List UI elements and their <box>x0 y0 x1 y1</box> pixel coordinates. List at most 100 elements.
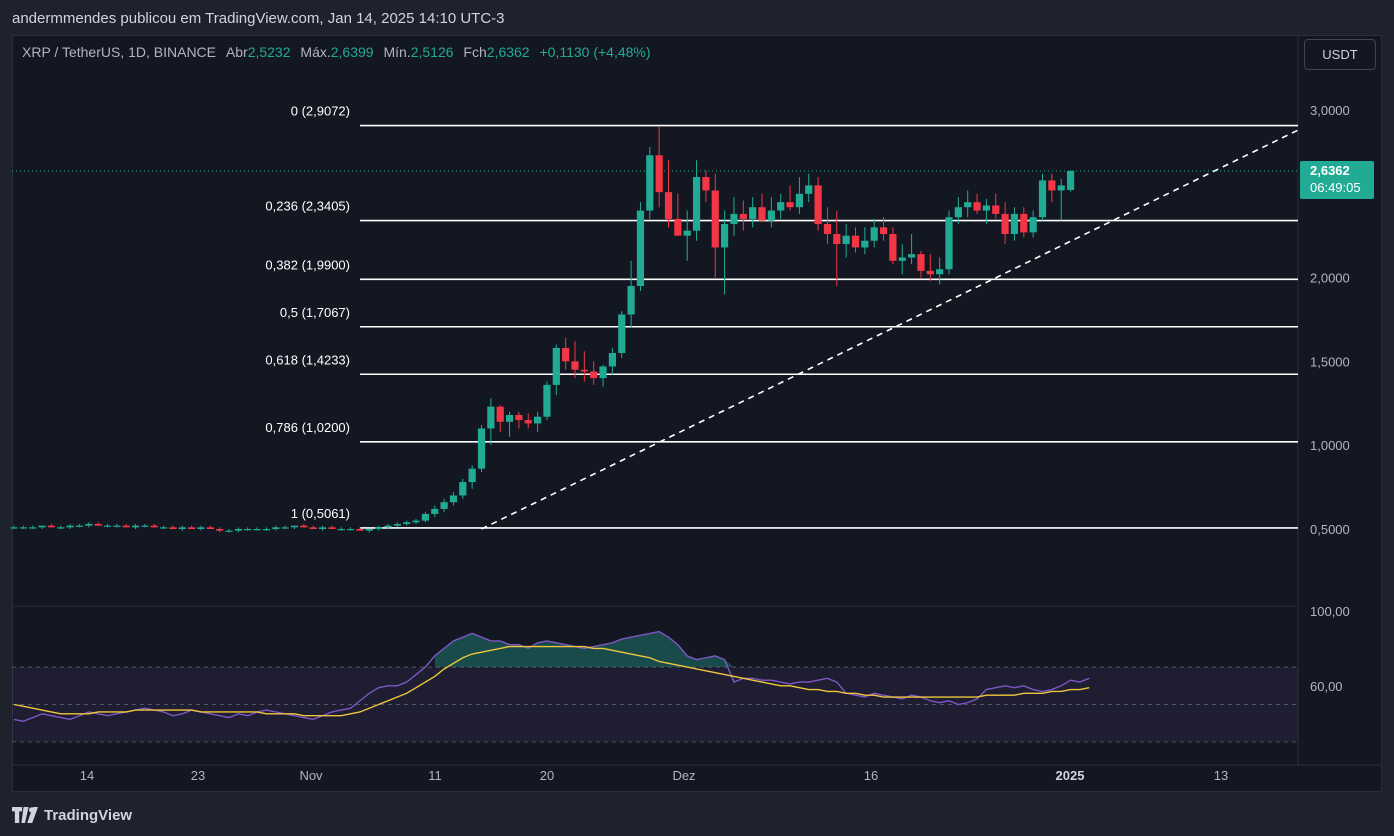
candle-body[interactable] <box>309 527 317 529</box>
candle-body[interactable] <box>954 207 962 218</box>
candle-body[interactable] <box>926 270 934 275</box>
candle-body[interactable] <box>1001 213 1009 235</box>
candle-body[interactable] <box>898 257 906 261</box>
candle-body[interactable] <box>431 508 439 514</box>
candle-body[interactable] <box>496 406 504 422</box>
candle-body[interactable] <box>524 420 532 424</box>
candle-body[interactable] <box>842 235 850 245</box>
candle-body[interactable] <box>917 254 925 271</box>
candle-body[interactable] <box>122 525 130 528</box>
candle-body[interactable] <box>851 235 860 248</box>
candle-body[interactable] <box>421 513 429 521</box>
candle-body[interactable] <box>599 366 607 379</box>
candle-body[interactable] <box>964 202 972 208</box>
candle-body[interactable] <box>178 527 186 529</box>
candle-body[interactable] <box>85 523 93 526</box>
candle-body[interactable] <box>1010 213 1019 235</box>
candle-body[interactable] <box>908 254 916 258</box>
candle-body[interactable] <box>674 218 682 236</box>
candle-body[interactable] <box>300 525 308 528</box>
candle-body[interactable] <box>94 523 102 526</box>
candle-body[interactable] <box>66 525 74 528</box>
candle-body[interactable] <box>19 527 27 529</box>
candle-body[interactable] <box>262 529 271 531</box>
candle-body[interactable] <box>216 529 224 531</box>
candle-body[interactable] <box>160 527 168 529</box>
candle-body[interactable] <box>487 406 495 429</box>
candle-body[interactable] <box>655 155 663 193</box>
candle-body[interactable] <box>337 529 345 531</box>
candle-body[interactable] <box>103 525 112 527</box>
candle-body[interactable] <box>627 285 635 315</box>
candle-body[interactable] <box>879 227 888 235</box>
candle-body[interactable] <box>889 234 897 261</box>
candle-body[interactable] <box>281 527 289 529</box>
candle-body[interactable] <box>328 527 336 529</box>
candle-body[interactable] <box>973 202 981 211</box>
candle-body[interactable] <box>188 527 196 529</box>
candle-body[interactable] <box>169 527 177 529</box>
candle-body[interactable] <box>141 525 149 527</box>
candle-body[interactable] <box>702 177 710 191</box>
candle-body[interactable] <box>375 527 383 529</box>
candle-body[interactable] <box>449 495 458 503</box>
candle-body[interactable] <box>318 527 327 529</box>
candle-body[interactable] <box>113 525 121 527</box>
candle-body[interactable] <box>608 353 616 367</box>
candle-body[interactable] <box>767 210 775 221</box>
candle-body[interactable] <box>534 416 542 424</box>
currency-button[interactable]: USDT <box>1304 39 1376 70</box>
candle-body[interactable] <box>730 213 738 224</box>
candle-body[interactable] <box>356 529 364 531</box>
candle-body[interactable] <box>1038 180 1047 218</box>
chart-frame[interactable] <box>12 35 1382 792</box>
candle-body[interactable] <box>393 523 401 526</box>
candle-body[interactable] <box>552 347 560 385</box>
candle-body[interactable] <box>786 202 794 208</box>
symbol-label[interactable]: XRP / TetherUS, 1D, BINANCE <box>22 44 216 60</box>
candle-body[interactable] <box>580 369 588 372</box>
candle-body[interactable] <box>833 234 841 245</box>
candle-body[interactable] <box>721 223 729 248</box>
candle-body[interactable] <box>197 527 205 529</box>
candle-body[interactable] <box>636 210 645 286</box>
candle-body[interactable] <box>795 193 803 208</box>
candle-body[interactable] <box>777 202 785 211</box>
candle-body[interactable] <box>870 227 878 241</box>
candle-body[interactable] <box>982 205 990 211</box>
candle-body[interactable] <box>823 223 832 235</box>
candle-body[interactable] <box>1066 170 1075 190</box>
candle-body[interactable] <box>225 530 233 532</box>
candle-body[interactable] <box>290 525 299 528</box>
candle-body[interactable] <box>505 415 514 422</box>
candle-body[interactable] <box>440 502 448 509</box>
candle-body[interactable] <box>47 525 55 528</box>
candle-body[interactable] <box>861 240 869 248</box>
candle-body[interactable] <box>131 525 140 528</box>
candle-body[interactable] <box>272 527 280 529</box>
candle-body[interactable] <box>758 207 766 221</box>
candle-body[interactable] <box>711 190 719 248</box>
candle-body[interactable] <box>646 155 654 211</box>
candle-body[interactable] <box>739 213 747 219</box>
candle-body[interactable] <box>75 525 84 527</box>
candle-body[interactable] <box>805 185 813 194</box>
candle-body[interactable] <box>1057 185 1065 191</box>
candle-body[interactable] <box>515 415 523 421</box>
trendline[interactable] <box>481 129 1299 530</box>
candle-body[interactable] <box>1048 180 1056 191</box>
candle-body[interactable] <box>10 527 18 529</box>
candle-body[interactable] <box>150 525 158 528</box>
candle-body[interactable] <box>571 361 579 370</box>
candle-body[interactable] <box>692 177 701 231</box>
candle-body[interactable] <box>57 527 65 529</box>
candle-body[interactable] <box>992 205 1000 214</box>
candle-body[interactable] <box>1029 217 1037 233</box>
candle-body[interactable] <box>945 217 953 270</box>
candle-body[interactable] <box>936 269 944 275</box>
candle-body[interactable] <box>459 482 467 496</box>
candle-body[interactable] <box>468 468 476 483</box>
candle-body[interactable] <box>206 527 214 529</box>
candle-body[interactable] <box>1020 213 1028 233</box>
